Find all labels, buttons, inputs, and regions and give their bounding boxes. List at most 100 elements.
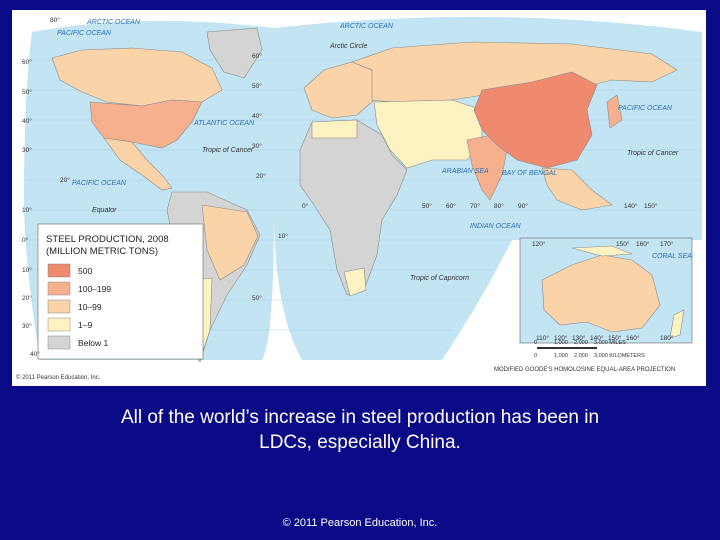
graticule-label: 150°	[608, 334, 622, 342]
south-africa	[343, 267, 367, 297]
scale-label: 2,000	[574, 340, 588, 346]
scale-label: 2,000	[574, 353, 588, 359]
legend-title: STEEL PRODUCTION, 2008	[46, 234, 169, 245]
scale-bar-line	[537, 347, 597, 349]
middle-east	[373, 99, 483, 169]
graticule-label: 50°	[422, 202, 432, 210]
scale-label: 3,000 MILES	[594, 340, 626, 346]
legend-label: 1–9	[78, 320, 92, 330]
graticule-label: 10°	[22, 266, 32, 274]
map-label: INDIAN OCEAN	[470, 223, 522, 230]
graticule-label: 20°	[256, 172, 266, 180]
map-credit: © 2011 Pearson Education, Inc.	[16, 374, 101, 381]
scale-label: 0	[534, 353, 537, 359]
graticule-label: 60°	[22, 58, 32, 66]
world-map: STEEL PRODUCTION, 2008 (MILLION METRIC T…	[12, 10, 706, 386]
footer: © 2011 Pearson Education, Inc.	[282, 517, 438, 529]
graticule-label: 20°	[60, 176, 70, 184]
graticule-label: 150°	[616, 240, 630, 248]
map-label: ATLANTIC OCEAN	[193, 120, 255, 127]
legend-label: 500	[78, 266, 92, 276]
graticule-label: 160°	[626, 334, 640, 342]
graticule-label: 120°	[532, 240, 546, 248]
graticule-label: 140°	[624, 202, 638, 210]
graticule-label: 120°	[554, 334, 568, 342]
map-label: Equator	[92, 207, 117, 214]
scale-bar: 0 1,000 2,000 3,000 MILES 0 1,000 2,000 3,000 K…	[534, 340, 645, 359]
caption: All of the world’s increase in steel pro…	[20, 405, 700, 455]
graticule-label: 70°	[470, 202, 480, 210]
graticule-label: 170°	[660, 240, 674, 248]
map-label: ARCTIC OCEAN	[339, 23, 394, 30]
legend-swatch	[47, 263, 71, 278]
graticule-label: 0°	[302, 202, 309, 210]
graticule-label: 30°	[22, 322, 32, 330]
graticule-label: 80°	[50, 16, 60, 24]
graticule-label: 160°	[636, 240, 650, 248]
graticule-label: 140°	[590, 334, 604, 342]
legend-swatch	[47, 317, 71, 332]
russia	[351, 41, 678, 103]
graticule-label: 0°	[22, 236, 29, 244]
africa	[299, 119, 408, 296]
graticule-label: 30°	[22, 146, 32, 154]
caption-line: LDCs, especially China.	[259, 432, 461, 453]
graticule-label: 10°	[278, 232, 288, 240]
projection-note: MODIFIED GOODE'S HOMOLOSINE EQUAL-AREA P…	[494, 367, 675, 373]
japan	[606, 94, 623, 129]
map-label: Tropic of Cancer	[627, 150, 679, 157]
new-zealand	[669, 309, 685, 339]
usa	[89, 99, 203, 149]
graticule-label: 90°	[518, 202, 528, 210]
scale-label: 3,000 KILOMETERS	[594, 353, 645, 359]
indonesia	[571, 245, 633, 257]
graticule-label: 40°	[252, 112, 262, 120]
southeast-asia	[541, 167, 613, 211]
graticule-label: 20°	[22, 294, 32, 302]
legend-swatch	[47, 335, 71, 350]
graticule-label: 40°	[30, 350, 40, 358]
graticule-label: 40°	[22, 117, 32, 125]
graticule-label: 60°	[252, 52, 262, 60]
map-label: CORAL SEA	[652, 253, 692, 260]
graticule-label: 110°	[536, 334, 549, 342]
map-label: Arctic Circle	[329, 43, 367, 50]
map-label: Tropic of Capricorn	[410, 275, 469, 282]
legend-swatch	[47, 281, 71, 296]
scale-label: 1,000	[554, 353, 568, 359]
map-label: Tropic of Cancer	[202, 147, 254, 154]
legend: 500 100–199 10–99 1–9 Below 1	[47, 263, 111, 350]
north-africa	[311, 119, 358, 139]
graticule-label: 150°	[644, 202, 658, 210]
map-label: ARABIAN SEA	[441, 168, 489, 175]
legend-subtitle: (MILLION METRIC TONS)	[46, 246, 158, 257]
graticule-label: 10°	[22, 206, 32, 214]
map-label: PACIFIC OCEAN	[618, 105, 673, 112]
graticule-label: 80°	[494, 202, 504, 210]
legend-label: 10–99	[78, 302, 102, 312]
scale-label: 1,000	[554, 340, 568, 346]
legend-label: Below 1	[78, 338, 109, 348]
greenland	[206, 27, 263, 79]
scale-label: 0	[534, 340, 537, 346]
graticule-labels: 80° 60° 50° 40° 30° 20° 10° 0° 10° 20° 30° 40° 50° 60…	[22, 16, 674, 358]
graticule-label: 130°	[572, 334, 586, 342]
graticule-label: 180°	[660, 334, 674, 342]
map-label: PACIFIC OCEAN	[72, 180, 127, 187]
map-label: BAY OF BENGAL	[502, 170, 557, 177]
australia	[541, 254, 661, 333]
graticule-label: 30°	[252, 142, 262, 150]
legend-label: 100–199	[78, 284, 111, 294]
caption-line: All of the world’s increase in steel pro…	[120, 407, 600, 428]
brazil	[201, 204, 259, 281]
graticule-label: 50°	[252, 294, 262, 302]
map-label: PACIFIC OCEAN	[57, 30, 112, 37]
graticule-label: 50°	[252, 82, 262, 90]
map-label: ARCTIC OCEAN	[86, 19, 141, 26]
china	[473, 71, 598, 169]
mexico	[103, 137, 173, 191]
legend-swatch	[47, 299, 71, 314]
graticule-label: 60°	[446, 202, 456, 210]
graticule-label: 50°	[22, 88, 32, 96]
